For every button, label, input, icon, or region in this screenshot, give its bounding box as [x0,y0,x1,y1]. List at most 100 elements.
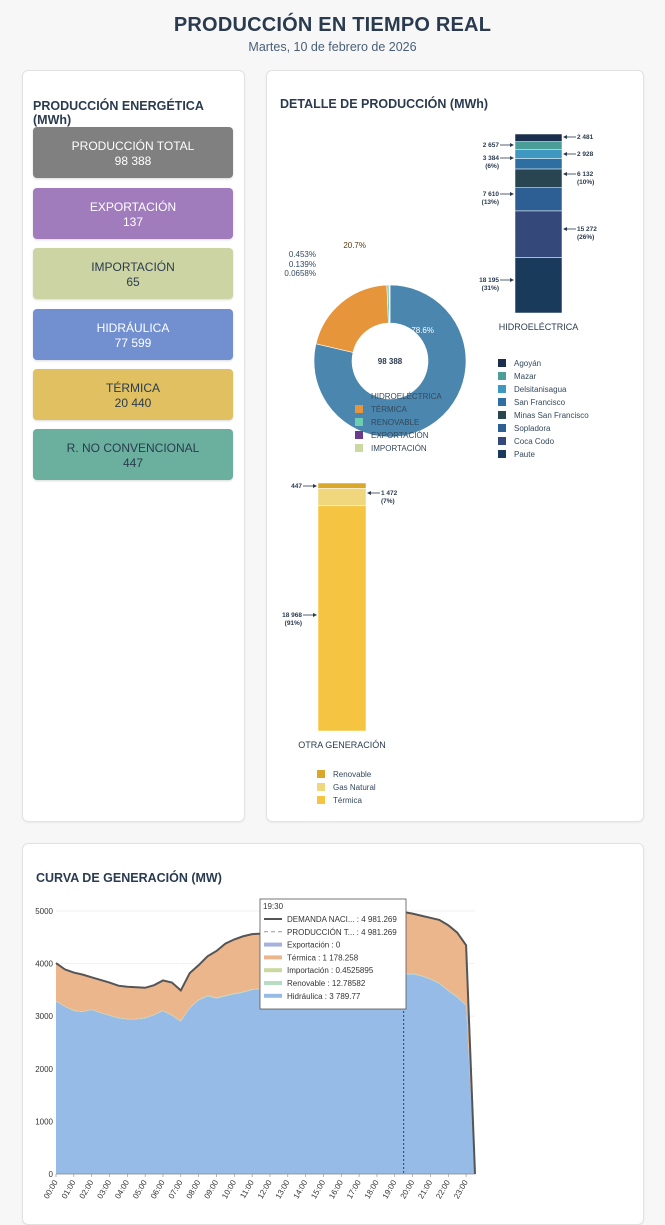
legend-label: RENOVABLE [371,418,419,427]
y-tick-label: 2000 [35,1065,53,1074]
bar-value-label: 2 481 [577,134,594,141]
summary-box-export[interactable]: EXPORTACIÓN 137 [33,188,233,239]
x-tick-label: 18:00 [363,1178,381,1200]
summary-label: EXPORTACIÓN [33,200,233,214]
legend-label: TÉRMICA [371,405,408,414]
summary-box-total[interactable]: PRODUCCIÓN TOTAL 98 388 [33,127,233,178]
summary-box-non-conventional[interactable]: R. NO CONVENCIONAL 447 [33,429,233,480]
bar-segment-7 [515,134,562,142]
donut-label-import: 0.0658% [284,269,316,278]
summary-value: 77 599 [33,336,233,350]
legend-swatch [498,437,506,445]
summary-box-import[interactable]: IMPORTACIÓN 65 [33,248,233,299]
donut-label-export: 0.139% [289,260,316,269]
x-tick-label: 16:00 [327,1178,345,1200]
tooltip-row: Hidráulica : 3 789.77 [287,992,361,1001]
bar-arrow-head [313,484,317,488]
legend-swatch [355,431,363,439]
x-tick-label: 07:00 [167,1178,185,1200]
summary-box-hydraulic[interactable]: HIDRÁULICA 77 599 [33,309,233,360]
donut-label-thermal: 20.7% [343,241,366,250]
legend-swatch [317,770,325,778]
legend-swatch [498,398,506,406]
legend-swatch [355,392,363,400]
tooltip-row: Exportación : 0 [287,941,341,950]
bar-value-label: 2 928 [577,151,594,158]
legend-label: Térmica [333,796,362,805]
bar-pct-label: (91%) [285,620,302,627]
tooltip-row: PRODUCCIÓN T... : 4 981.269 [287,928,397,937]
legend-swatch [498,424,506,432]
legend-label: Agoyán [514,359,541,368]
summary-box-thermal[interactable]: TÉRMICA 20 440 [33,369,233,420]
x-tick-label: 14:00 [292,1178,310,1200]
legend-swatch [317,783,325,791]
x-tick-label: 03:00 [95,1178,113,1200]
tooltip-row: DEMANDA NACI... : 4 981.269 [287,915,397,924]
x-tick-label: 10:00 [220,1178,238,1200]
tooltip-swatch [264,955,282,959]
bar-arrow-head [563,152,567,156]
bar-value-label: 15 272 [577,226,597,233]
x-tick-label: 02:00 [78,1178,96,1200]
x-tick-label: 04:00 [113,1178,131,1200]
legend-label: Sopladora [514,424,551,433]
x-tick-label: 09:00 [202,1178,220,1200]
bar-pct-label: (31%) [482,285,499,292]
legend-swatch [317,796,325,804]
bar-arrow-head [510,143,514,147]
x-tick-label: 12:00 [256,1178,274,1200]
summary-value: 98 388 [33,154,233,168]
tooltip-row: Renovable : 12.78582 [287,979,366,988]
x-tick-label: 13:00 [274,1178,292,1200]
legend-label: Renovable [333,770,372,779]
x-tick-label: 11:00 [238,1178,256,1200]
y-tick-label: 4000 [35,960,53,969]
x-tick-label: 00:00 [42,1178,60,1200]
bar-value-label: 1 472 [381,490,398,497]
bar-arrow-head [563,135,567,139]
summary-value: 20 440 [33,396,233,410]
x-tick-label: 21:00 [416,1178,434,1200]
x-tick-label: 01:00 [60,1178,78,1200]
summary-title: PRODUCCIÓN ENERGÉTICA (MWh) [33,99,244,127]
legend-label: Paute [514,450,535,459]
legend-swatch [355,405,363,413]
bar-pct-label: (6%) [485,163,499,170]
summary-label: TÉRMICA [33,381,233,395]
summary-label: IMPORTACIÓN [33,260,233,274]
summary-value: 137 [33,215,233,229]
tooltip-row: Importación : 0.4525895 [287,966,374,975]
bar-arrow-head [510,278,514,282]
energy-summary-card: PRODUCCIÓN ENERGÉTICA (MWh) PRODUCCIÓN T… [22,70,245,822]
legend-swatch [498,411,506,419]
legend-label: Coca Codo [514,437,555,446]
bar-arrow-head [563,227,567,231]
tooltip-swatch [264,943,282,947]
bar-arrow-head [563,172,567,176]
legend-label: IMPORTACIÓN [371,444,427,453]
bar-segment-1 [515,211,562,258]
bar-segment-2 [318,483,366,488]
legend-swatch [498,372,506,380]
y-tick-label: 0 [49,1170,54,1179]
bar-segment-3 [515,169,562,188]
bar-pct-label: (26%) [577,234,594,241]
legend-swatch [498,359,506,367]
tooltip-swatch [264,994,282,998]
summary-label: PRODUCCIÓN TOTAL [33,139,233,153]
summary-label: R. NO CONVENCIONAL [33,441,233,455]
bar-segment-4 [515,159,562,169]
x-tick-label: 08:00 [185,1178,203,1200]
tooltip-time: 19:30 [263,902,284,911]
bar-value-label: 6 132 [577,171,594,178]
bar-segment-6 [515,142,562,150]
legend-label: Mazar [514,372,537,381]
x-tick-label: 06:00 [149,1178,167,1200]
hydro-stacked-bar: 18 195(31%)15 272(26%)7 610(13%)6 132(10… [479,134,597,459]
bar-arrow-head [367,491,371,495]
